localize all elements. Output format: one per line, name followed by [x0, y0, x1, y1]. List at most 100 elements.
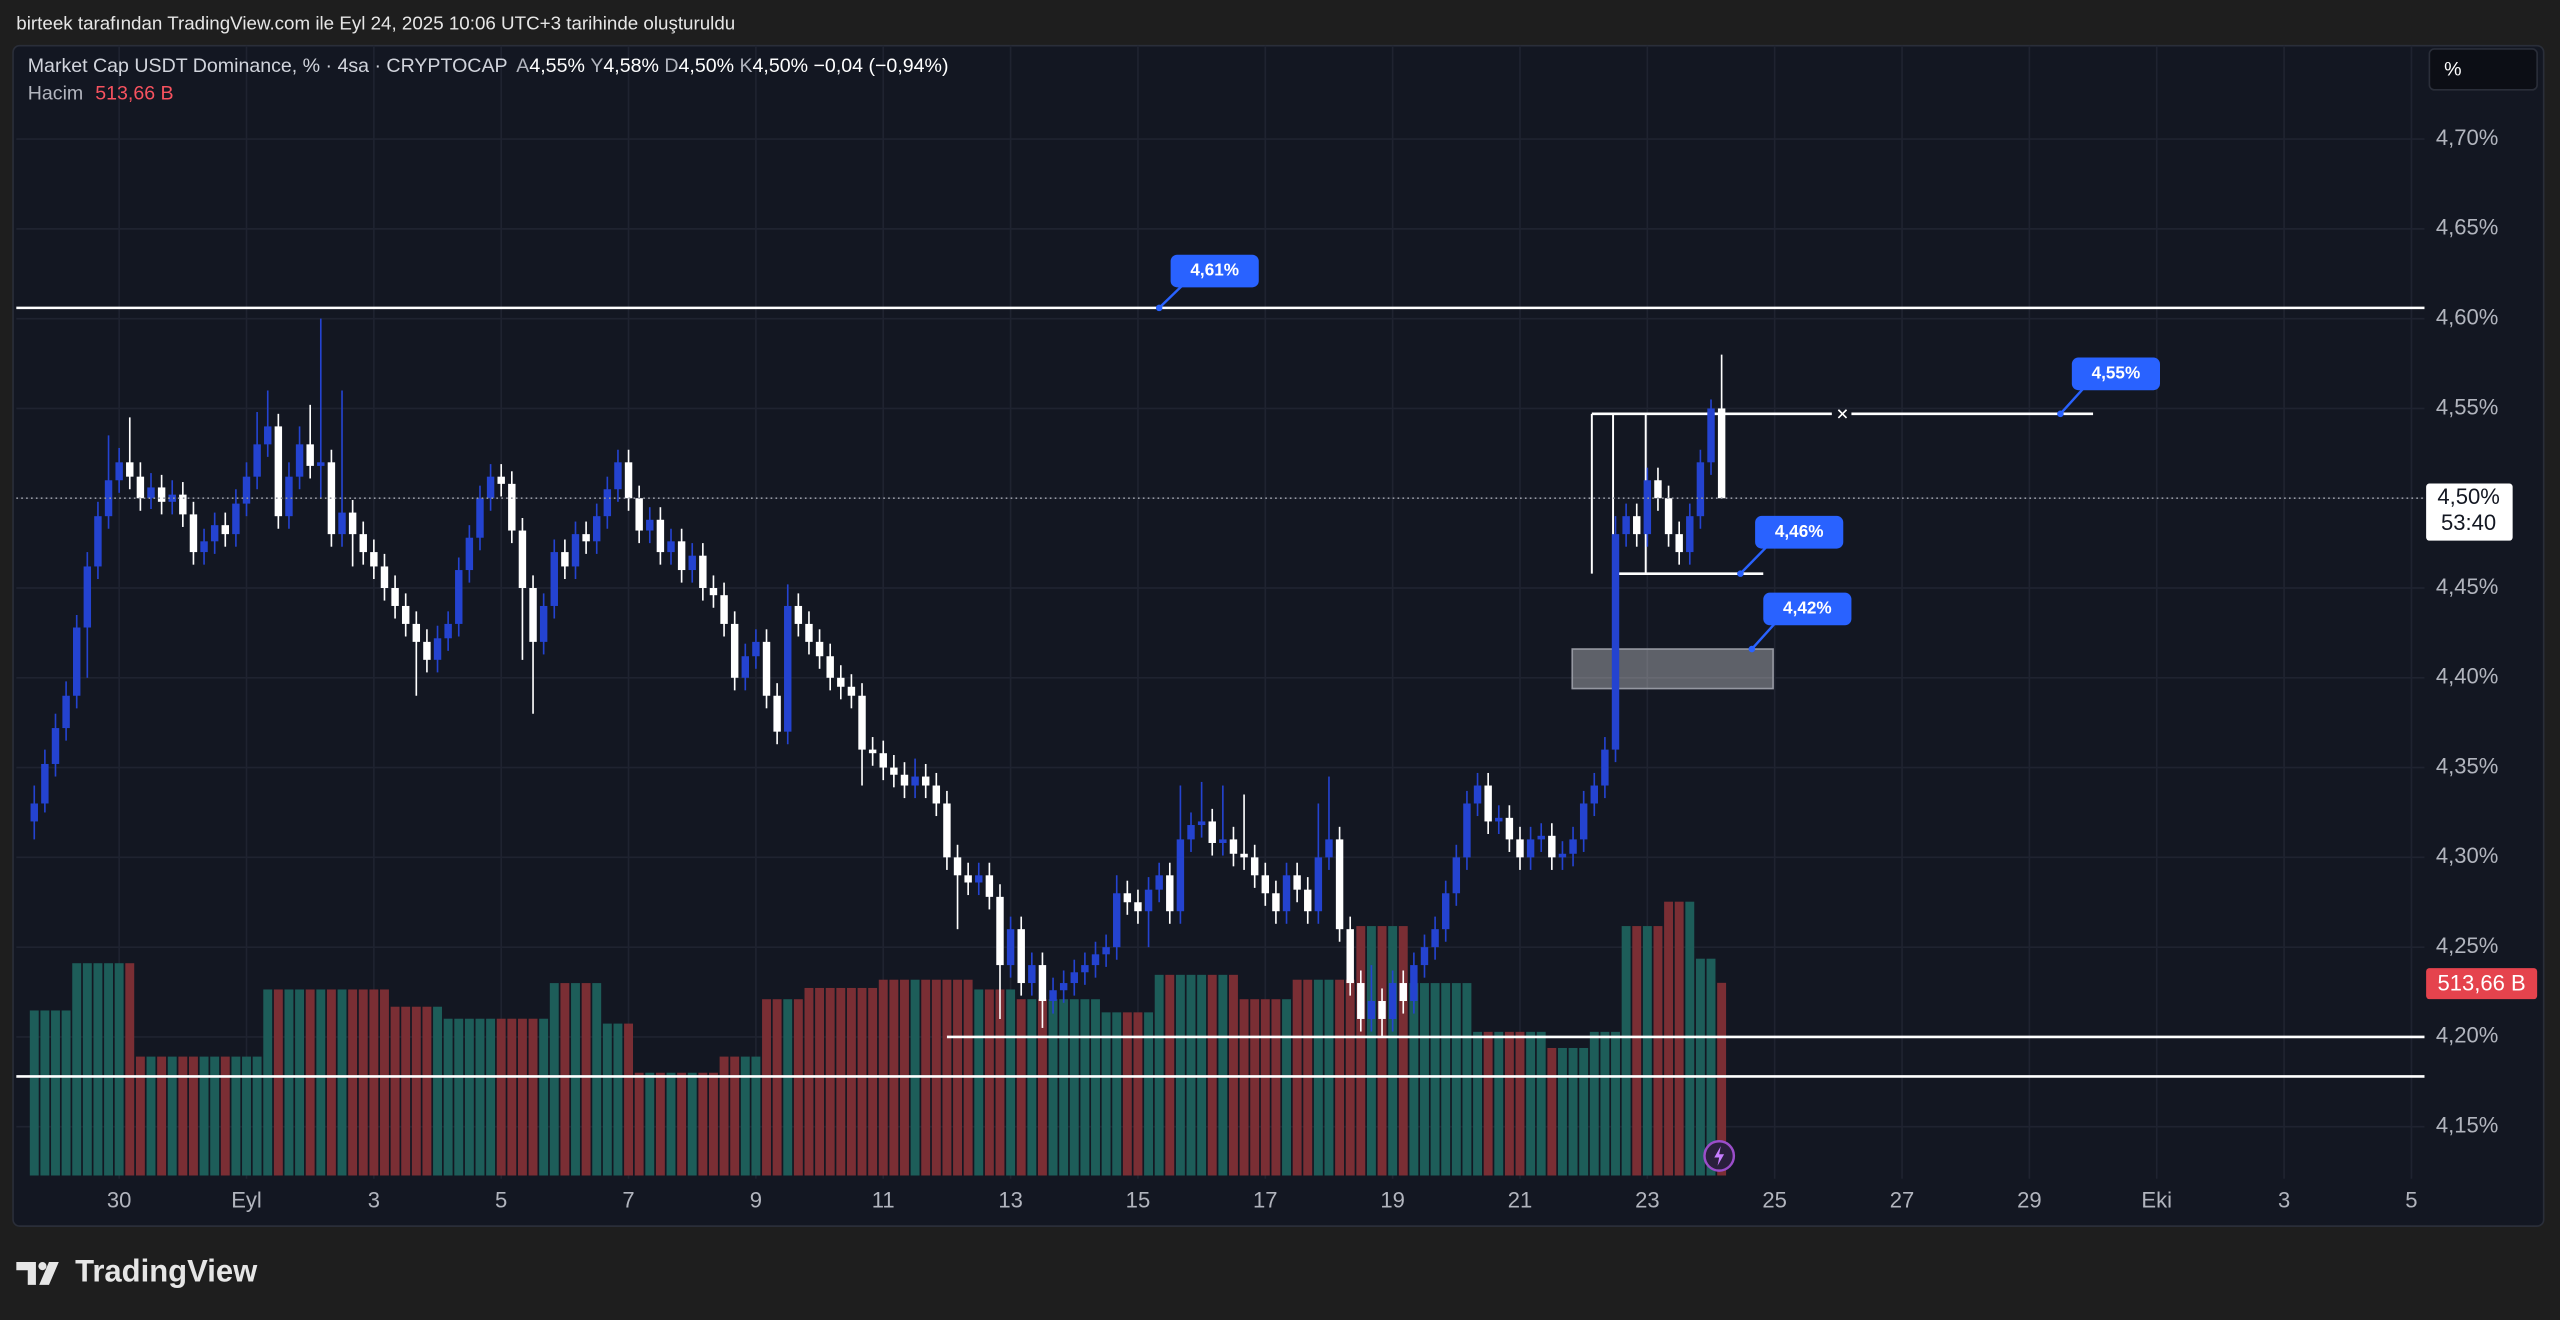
candle-body: [1410, 965, 1418, 1002]
candle-body: [1049, 990, 1057, 1002]
volume-legend: Hacim 513,66 B: [28, 83, 174, 105]
candle-body: [550, 552, 558, 606]
candle-body: [348, 512, 357, 535]
x-tick-label: 21: [1508, 1187, 1533, 1212]
candle-body: [1622, 516, 1630, 535]
x-tick-label: 30: [107, 1187, 132, 1212]
candle-body: [943, 803, 951, 858]
volume-bar: [496, 1018, 506, 1176]
candle-body: [253, 444, 261, 477]
candle-body: [136, 476, 145, 499]
y-tick-label: 4,40%: [2436, 664, 2498, 689]
candle-body: [380, 566, 389, 589]
y-tick-label: 4,70%: [2436, 125, 2498, 150]
volume-bar: [188, 1056, 198, 1176]
volume-bar: [857, 987, 867, 1176]
candle-body: [911, 776, 919, 786]
volume-bar: [433, 1006, 442, 1176]
y-tick-label: 4,45%: [2436, 574, 2498, 599]
volume-tag-label: 513,66 B: [2438, 970, 2526, 995]
candle-body: [295, 444, 304, 477]
volume-bar: [1494, 1031, 1504, 1176]
candle-body: [115, 462, 123, 481]
candle-body: [338, 512, 346, 535]
volume-bar: [677, 1072, 687, 1176]
volume-bar: [666, 1072, 676, 1176]
volume-bar: [443, 1018, 453, 1176]
candle-body: [720, 595, 728, 624]
x-tick-label: 15: [1126, 1187, 1151, 1212]
candle-body: [232, 503, 240, 535]
volume-bar: [1642, 926, 1652, 1176]
candle-body: [51, 728, 60, 764]
candle-body: [370, 552, 378, 567]
volume-bar: [305, 989, 315, 1176]
volume-bar: [762, 999, 771, 1176]
volume-bar: [1048, 999, 1058, 1176]
x-tick-label: 5: [495, 1187, 507, 1212]
volume-bar: [1409, 983, 1419, 1176]
x-tick-label: 3: [2278, 1187, 2290, 1212]
candle-body: [656, 519, 665, 553]
price-tag-label: 4,50%: [2437, 484, 2499, 509]
volume-bar: [1653, 926, 1663, 1176]
candle-body: [1282, 875, 1291, 912]
y-tick-label: 4,25%: [2436, 933, 2498, 958]
volume-bar: [1144, 1012, 1154, 1176]
scale-button-label[interactable]: %: [2444, 58, 2461, 80]
drawings-layer: 4,61% 4,55% 4,46% 4,42%: [16, 254, 2425, 1078]
candle-body: [1463, 803, 1471, 858]
volume-bar: [199, 1056, 209, 1176]
candle-body: [975, 875, 983, 883]
candle-body: [401, 605, 410, 624]
candle-body: [1378, 1001, 1386, 1019]
price-label: 4,61%: [1190, 260, 1239, 280]
legend-title: Market Cap USDT Dominance, % · 4sa · CRY…: [28, 55, 508, 77]
volume-bar: [369, 989, 379, 1176]
scale-button[interactable]: [2428, 48, 2538, 91]
volume-bar: [284, 989, 294, 1176]
candle-body: [359, 534, 367, 553]
volume-bar: [868, 987, 878, 1176]
legend-open: 4,55%: [529, 55, 585, 77]
candle-body: [1091, 954, 1100, 966]
volume-bar: [1717, 982, 1727, 1176]
volume-bar: [740, 1056, 750, 1176]
volume-bar: [783, 999, 793, 1176]
volume-bar: [1473, 1031, 1483, 1176]
volume-bar: [422, 1006, 432, 1176]
logo-mark: [38, 1262, 47, 1271]
candle-body: [1601, 749, 1609, 786]
candle-body: [1505, 817, 1514, 840]
candle-body: [1611, 534, 1620, 750]
candle-body: [1516, 839, 1524, 858]
volume-bar: [135, 1056, 145, 1176]
price-label-box: [1170, 254, 1259, 288]
candle-body: [741, 656, 750, 678]
volume-bar: [1069, 999, 1079, 1176]
candle-body: [1441, 893, 1450, 930]
volume-bar: [273, 989, 283, 1176]
price-label: 4,42%: [1783, 598, 1832, 618]
candle-body: [62, 695, 70, 729]
candle-body: [603, 489, 612, 517]
volume-bar: [475, 1018, 485, 1176]
volume-bar: [1260, 999, 1270, 1176]
candle-body: [635, 498, 643, 531]
candle-body: [667, 541, 675, 553]
volume-bar: [231, 1056, 241, 1176]
volume-bar: [602, 1023, 612, 1176]
volume-bar: [82, 963, 92, 1176]
volume-bar: [974, 989, 984, 1176]
volume-bar: [1674, 901, 1684, 1176]
volume-bar: [1356, 926, 1366, 1176]
price-label-box: [1755, 515, 1844, 549]
volume-bar: [1504, 1031, 1514, 1176]
price-label: 4,46%: [1775, 521, 1824, 541]
candle-body: [221, 525, 229, 535]
legend-high-label: Y: [590, 55, 603, 77]
candle-body: [476, 498, 484, 538]
volume-bar: [295, 989, 305, 1176]
label-pointer: [1750, 622, 1776, 650]
chart-pane: [12, 44, 2545, 1227]
